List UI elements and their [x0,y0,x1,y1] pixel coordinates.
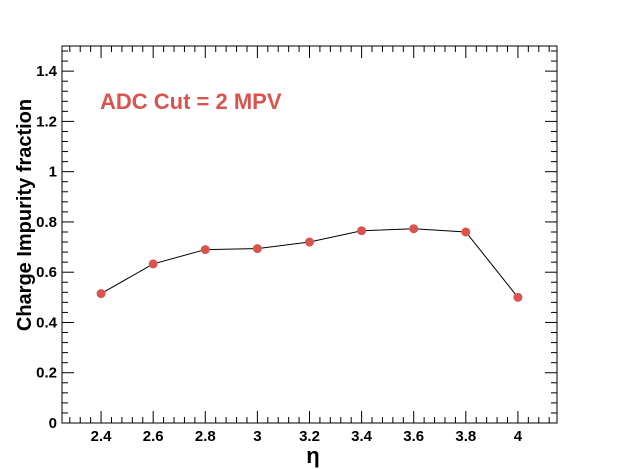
x-tick-label: 3.8 [455,428,476,445]
data-point [357,226,367,236]
x-tick-label: 2.4 [91,428,113,445]
axis-ticks [62,46,557,424]
x-tick-label: 4 [514,428,523,445]
x-tick-label: 3.4 [351,428,373,445]
adc-cut-annotation: ADC Cut = 2 MPV [100,89,282,114]
data-point [200,245,210,255]
data-point [305,237,314,247]
x-tick-label: 3.2 [299,428,320,445]
y-tick-label: 0.6 [36,264,57,281]
x-tick-label: 3 [253,428,261,445]
data-point [513,292,523,302]
x-axis-title: η [306,443,319,468]
y-tick-label: 0.8 [36,214,57,231]
y-tick-label: 1 [49,164,57,181]
tick-labels: 2.4 2.6 2.8 3 3.2 3.4 3.6 3.8 4 0 0.2 0.4 0.6 0.8 1 1.2… [36,63,523,445]
data-point [252,244,262,254]
data-point [148,259,158,269]
plot-frame [61,45,558,424]
data-point [409,224,419,234]
y-axis-title: Charge Impurity fraction [14,99,36,331]
data-point [461,227,471,237]
y-tick-label: 1.2 [36,113,57,130]
y-tick-label: 0 [49,415,57,432]
x-tick-label: 2.6 [143,428,164,445]
data-point [96,289,106,299]
y-tick-label: 0.4 [36,314,58,331]
y-tick-label: 0.2 [36,365,57,382]
y-tick-label: 1.4 [36,63,58,80]
series-layer [96,224,523,302]
x-tick-label: 3.6 [403,428,424,445]
x-tick-label: 2.8 [195,428,216,445]
